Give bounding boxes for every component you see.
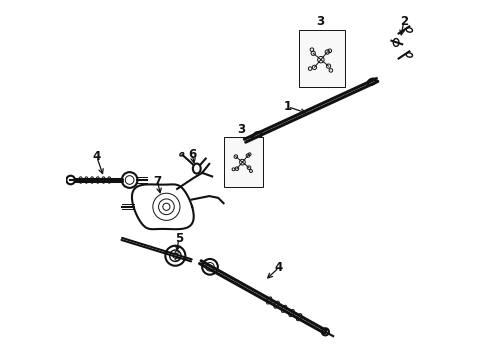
Text: 1: 1 — [284, 100, 292, 113]
Text: 5: 5 — [175, 232, 183, 245]
Text: 7: 7 — [153, 175, 162, 188]
Text: 2: 2 — [400, 14, 408, 27]
Text: 6: 6 — [188, 148, 196, 161]
Bar — [223, 137, 263, 187]
Bar — [298, 30, 345, 87]
Text: 3: 3 — [237, 123, 245, 136]
Text: 3: 3 — [316, 14, 324, 27]
Text: 4: 4 — [275, 261, 283, 274]
Text: 4: 4 — [93, 150, 101, 163]
